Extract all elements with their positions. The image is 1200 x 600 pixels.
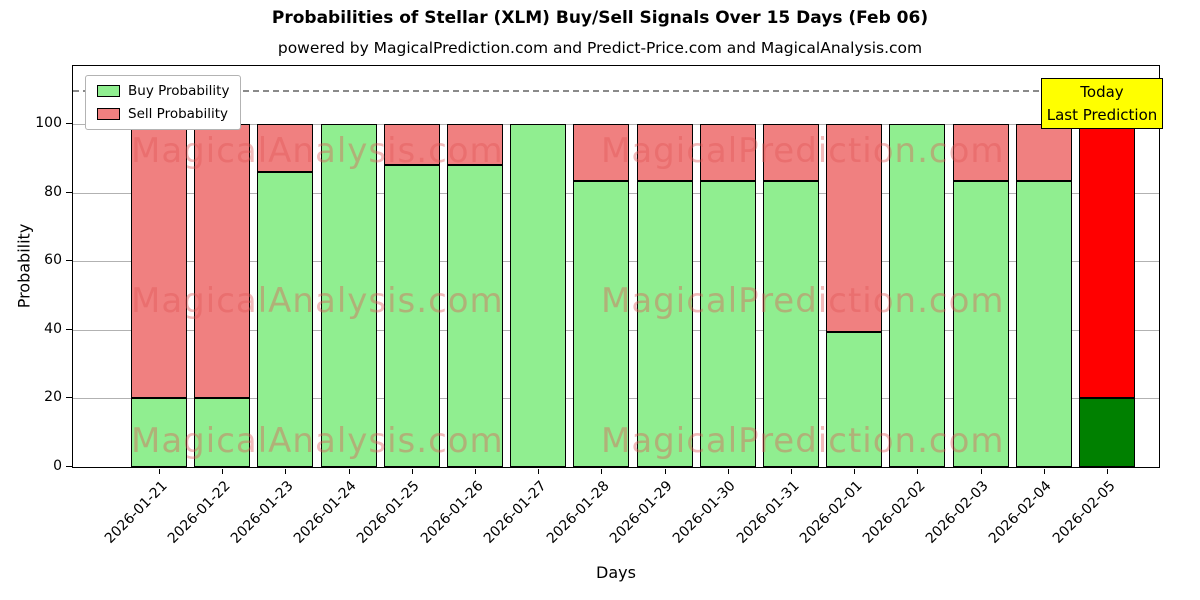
sell-bar [1079, 124, 1135, 399]
sell-bar [699, 124, 756, 182]
y-tick-mark [66, 328, 72, 330]
buy-bar [447, 165, 503, 467]
x-tick-mark [538, 469, 540, 474]
legend-item-sell: Sell Probability [97, 106, 229, 122]
y-tick-mark [66, 397, 72, 399]
x-tick-label-text: 2026-01-22 [164, 478, 234, 547]
legend: Buy Probability Sell Probability [85, 75, 242, 130]
buy-bar [636, 181, 693, 467]
x-tick-mark [854, 469, 856, 474]
x-tick-label-text: 2026-01-25 [354, 478, 424, 547]
y-tick-mark [66, 123, 72, 125]
sell-bar [131, 124, 187, 399]
threshold-dashed-line [73, 89, 1159, 92]
y-tick-label: 40 [44, 320, 62, 337]
x-tick-mark [411, 469, 413, 474]
legend-item-buy: Buy Probability [97, 83, 229, 99]
plot-area: Buy Probability Sell Probability Today L… [72, 65, 1163, 468]
y-tick-mark [66, 466, 72, 467]
x-tick-label-text: 2026-01-24 [291, 478, 360, 547]
sell-bar [763, 124, 819, 182]
sell-bar [194, 124, 251, 399]
annotation-line1: Today [1080, 83, 1124, 101]
legend-label-sell: Sell Probability [128, 106, 229, 122]
x-tick-mark [917, 469, 919, 474]
x-tick-label-text: 2026-02-05 [1049, 478, 1119, 547]
sell-bar [952, 124, 1009, 182]
chart-subtitle: powered by MagicalPrediction.com and Pre… [277, 39, 923, 57]
x-tick-label-text: 2026-01-29 [607, 478, 676, 547]
today-annotation: Today Last Prediction [1041, 78, 1163, 129]
y-tick-label: 20 [44, 389, 62, 406]
x-tick-mark [791, 469, 792, 474]
buy-bar [699, 181, 756, 467]
y-tick-label: 0 [53, 458, 62, 474]
buy-bar [763, 181, 819, 467]
x-tick-label-text: 2026-01-28 [543, 478, 613, 547]
y-tick-mark [66, 260, 72, 262]
buy-bar [131, 398, 187, 467]
sell-bar [447, 124, 503, 166]
buy-bar [952, 181, 1009, 467]
x-tick-mark [1043, 469, 1045, 474]
buy-bar [383, 165, 440, 467]
chart-title: Probabilities of Stellar (XLM) Buy/Sell … [271, 8, 929, 28]
buy-bar [510, 124, 567, 467]
buy-bar [1015, 181, 1072, 467]
x-tick-mark [601, 469, 603, 474]
x-axis-label: Days [596, 563, 636, 582]
buy-bar [194, 398, 251, 467]
sell-bar [826, 124, 883, 332]
x-tick-mark [980, 469, 982, 474]
x-tick-mark [727, 469, 729, 474]
x-tick-label-text: 2026-01-31 [733, 478, 803, 547]
x-tick-label-text: 2026-02-03 [923, 478, 992, 547]
buy-bar [1079, 398, 1135, 467]
buy-bar [826, 331, 883, 467]
y-tick-label: 100 [35, 115, 62, 132]
buy-bar [573, 181, 630, 467]
x-tick-mark [1107, 469, 1108, 474]
x-tick-mark [664, 469, 666, 474]
sell-bar [636, 124, 693, 182]
y-tick-label: 80 [44, 183, 62, 200]
x-tick-label-text: 2026-02-01 [796, 478, 866, 547]
sell-bar [257, 124, 314, 173]
buy-bar [320, 124, 377, 467]
buy-bar [257, 172, 314, 467]
x-tick-label-text: 2026-02-02 [859, 478, 929, 547]
x-tick-mark [222, 469, 224, 474]
legend-label-buy: Buy Probability [128, 83, 230, 99]
y-tick-label: 60 [44, 252, 62, 269]
y-tick-mark [66, 191, 72, 193]
x-tick-mark [159, 469, 160, 474]
sell-bar [383, 124, 440, 166]
legend-swatch-buy [97, 85, 120, 97]
x-tick-label-text: 2026-02-04 [986, 478, 1056, 547]
x-tick-mark [348, 469, 350, 474]
annotation-line2: Last Prediction [1046, 105, 1158, 124]
legend-swatch-sell [97, 108, 120, 120]
buy-bar [889, 124, 946, 467]
sell-bar [573, 124, 630, 182]
x-tick-label-text: 2026-01-21 [101, 478, 171, 547]
x-tick-mark [475, 469, 476, 474]
x-tick-label-text: 2026-01-26 [417, 478, 487, 547]
x-tick-label-text: 2026-01-30 [670, 478, 740, 547]
x-tick-label-text: 2026-01-23 [227, 478, 297, 547]
sell-bar [1015, 124, 1072, 182]
x-tick-label-text: 2026-01-27 [480, 478, 550, 547]
x-tick-mark [285, 469, 287, 474]
